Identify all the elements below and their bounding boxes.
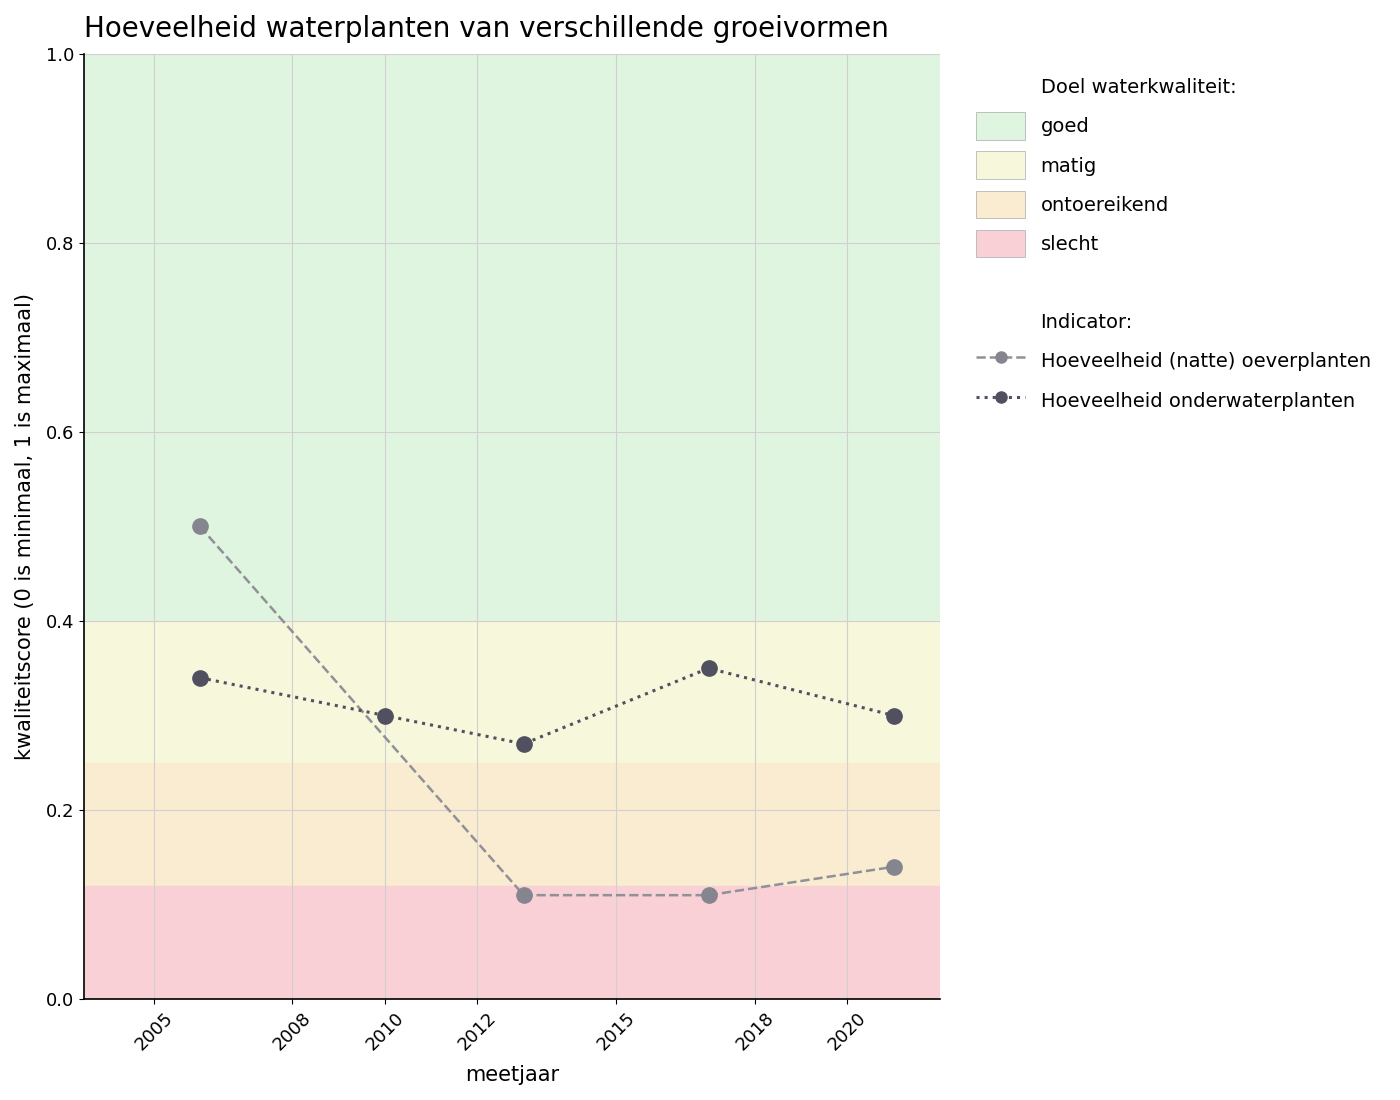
Bar: [84, 54, 939, 621]
Y-axis label: kwaliteitscore (0 is minimaal, 1 is maximaal): kwaliteitscore (0 is minimaal, 1 is maxi…: [15, 293, 35, 760]
Text: Hoeveelheid waterplanten van verschillende groeivormen: Hoeveelheid waterplanten van verschillen…: [84, 15, 889, 43]
Legend: Doel waterkwaliteit:, goed, matig, ontoereikend, slecht, , Indicator:, Hoeveelhe: Doel waterkwaliteit:, goed, matig, ontoe…: [966, 64, 1380, 424]
Bar: [84, 886, 939, 999]
Bar: [84, 621, 939, 762]
X-axis label: meetjaar: meetjaar: [465, 1065, 559, 1085]
Bar: [84, 762, 939, 886]
